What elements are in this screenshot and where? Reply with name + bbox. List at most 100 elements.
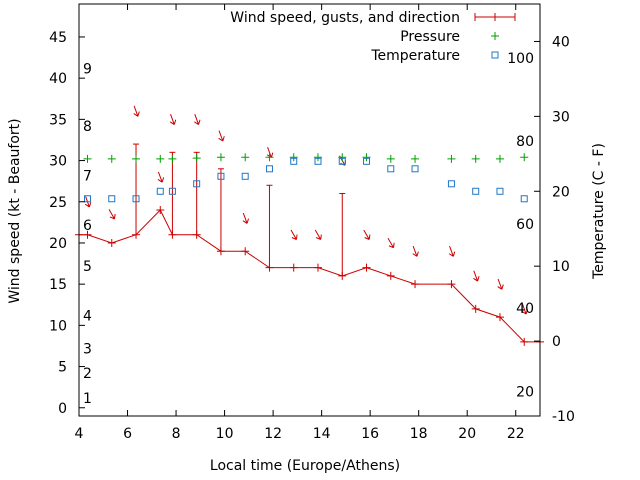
wind-direction-arrow: [521, 303, 529, 315]
legend-label: Pressure: [400, 29, 460, 45]
pressure-point: [520, 153, 529, 162]
fahrenheit-label: 40: [516, 301, 534, 317]
y2-tick-label: 10: [552, 259, 570, 275]
legend: Wind speed, gusts, and direction Pressure…: [230, 10, 516, 64]
pressure-point: [386, 154, 395, 163]
beaufort-label: 1: [83, 391, 92, 407]
y-tick-label: 0: [58, 401, 67, 417]
fahrenheit-label: 100: [507, 51, 534, 67]
x-tick-label: 4: [75, 426, 84, 442]
legend-label: Temperature: [370, 48, 460, 64]
axes: 4 6 8 10 12 14 16 18 20 22051015202530354045-1001…: [49, 3, 575, 442]
wind-direction-arrow: [194, 114, 201, 125]
temperature-point: [520, 195, 528, 203]
x-axis-label: Local time (Europe/Athens): [210, 458, 400, 474]
temperature-point: [83, 195, 91, 203]
wind-direction-arrow: [314, 229, 322, 240]
temperature-point: [217, 172, 225, 180]
y2-tick-label: 0: [552, 334, 561, 350]
temperature-point: [496, 187, 504, 195]
wind-direction-arrow: [497, 278, 504, 290]
beaufort-label: 6: [83, 218, 92, 234]
temperature-point: [411, 165, 419, 173]
beaufort-label: 4: [83, 308, 92, 324]
plot-frame: [78, 3, 541, 417]
pressure-point: [447, 154, 456, 163]
fahrenheit-label: 80: [516, 134, 534, 150]
temperature-point: [472, 187, 480, 195]
y2-tick-label: 20: [552, 184, 570, 200]
y-axis-label: Wind speed (kt - Beaufort): [7, 118, 23, 303]
x-tick-label: 6: [123, 426, 132, 442]
pressure-point: [471, 154, 480, 163]
y-tick-label: 10: [49, 318, 67, 334]
y2-axis-label: Temperature (C - F): [591, 143, 607, 280]
x-tick-label: 18: [410, 426, 428, 442]
temperature-point: [132, 195, 140, 203]
wind-direction-arrow: [169, 114, 177, 125]
x-tick-label: 14: [313, 426, 331, 442]
y-tick-label: 35: [49, 112, 67, 128]
beaufort-label: 7: [83, 168, 92, 184]
temperature-point: [193, 180, 201, 188]
pressure-point: [241, 153, 250, 162]
pressure-point: [411, 154, 420, 163]
x-tick-label: 16: [361, 426, 379, 442]
temperature-point: [265, 165, 273, 173]
beaufort-label: 5: [83, 259, 92, 275]
y-tick-label: 30: [49, 154, 67, 170]
pressure-point: [362, 153, 371, 162]
wind-direction-arrow: [157, 171, 165, 183]
wind-direction-arrow: [218, 130, 225, 142]
plot-area: [75, 105, 544, 346]
pressure-point: [168, 154, 177, 163]
y2-tick-label: 40: [552, 34, 570, 50]
pressure-point: [216, 153, 225, 162]
wind-speed-point: [447, 280, 456, 289]
wind-speed-point: [495, 313, 504, 322]
wind-direction-arrow: [133, 105, 140, 117]
wind-speed-point: [156, 206, 165, 214]
beaufort-label: 3: [83, 341, 92, 357]
y-tick-label: 15: [49, 277, 67, 293]
x-tick-label: 12: [264, 426, 282, 442]
wind-direction-arrow: [242, 212, 250, 224]
x-tick-label: 22: [507, 426, 525, 442]
wind-direction-arrow: [266, 146, 274, 158]
wind-direction-arrow: [108, 209, 116, 220]
wind-speed-point: [471, 304, 480, 313]
temperature-point: [338, 157, 346, 165]
wind-speed-point: [313, 263, 322, 272]
wind-speed-point: [107, 238, 116, 247]
wind-direction-arrow: [290, 229, 298, 240]
legend-wind-marker: [474, 13, 516, 21]
temperature-point: [387, 165, 395, 173]
wind-speed-point: [386, 271, 395, 280]
wind-speed-point: [411, 280, 420, 289]
wind-direction-arrow: [473, 270, 480, 282]
wind-direction-arrow: [387, 237, 395, 249]
pressure-point: [156, 154, 165, 163]
temperature-point: [168, 187, 176, 195]
fahrenheit-label: 20: [516, 384, 534, 400]
pressure-point: [495, 154, 504, 163]
pressure-point: [313, 153, 322, 162]
temperature-point: [290, 157, 298, 165]
wind-speed-point: [362, 263, 371, 272]
wind-speed-point: [241, 247, 250, 256]
fahrenheit-label: 60: [516, 217, 534, 233]
y2-tick-label: -10: [552, 409, 575, 425]
wind-direction-arrow: [412, 245, 419, 257]
legend-label: Wind speed, gusts, and direction: [230, 10, 460, 26]
wind-direction-arrow: [363, 229, 371, 240]
y-tick-label: 5: [58, 360, 67, 376]
wind-direction-arrow: [448, 245, 456, 257]
wind-speed-point: [83, 230, 92, 239]
y-tick-label: 20: [49, 236, 67, 252]
beaufort-label: 8: [83, 119, 92, 135]
x-tick-label: 8: [172, 426, 181, 442]
pressure-point: [289, 153, 298, 162]
pressure-point: [132, 154, 141, 163]
temperature-point: [108, 195, 116, 203]
